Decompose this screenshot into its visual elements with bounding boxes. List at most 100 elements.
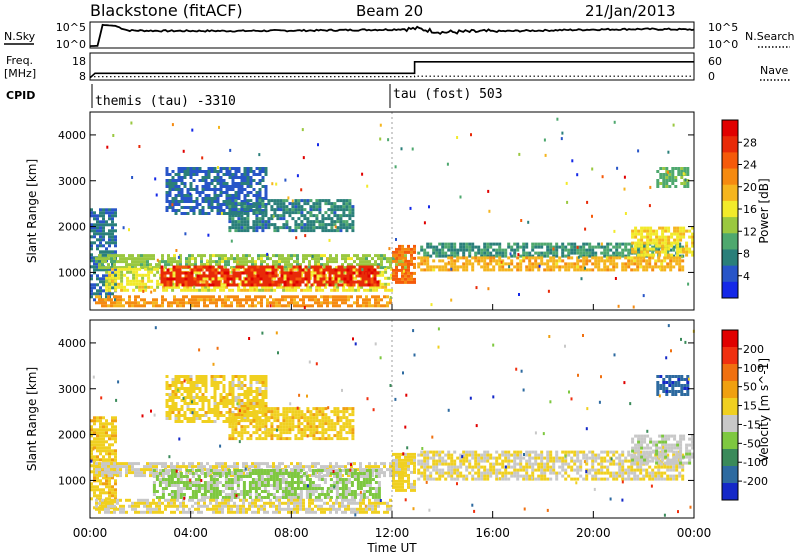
heatmap-cell: [170, 281, 173, 284]
heatmap-cell: [184, 200, 187, 203]
heatmap-cell: [351, 289, 354, 292]
heatmap-cell: [212, 272, 215, 275]
heatmap-cell: [279, 205, 282, 208]
heatmap-cell: [111, 214, 114, 217]
heatmap-cell: [407, 248, 410, 251]
heatmap-cell: [594, 256, 597, 259]
heatmap-cell: [261, 478, 264, 481]
heatmap-cell: [642, 259, 645, 262]
heatmap-cell: [96, 289, 99, 292]
heatmap-cell: [267, 490, 270, 493]
heatmap-cell: [222, 289, 225, 292]
heatmap-cell: [99, 223, 102, 226]
heatmap-cell: [99, 434, 102, 437]
heatmap-cell: [260, 254, 263, 257]
heatmap-cell: [348, 487, 351, 490]
heatmap-cell: [669, 268, 672, 271]
heatmap-cell: [213, 496, 216, 499]
heatmap-cell: [293, 301, 296, 304]
heatmap-cell: [404, 474, 407, 477]
heatmap-cell: [184, 212, 187, 215]
heatmap-cell: [407, 245, 410, 248]
heatmap-cell: [315, 289, 318, 292]
heatmap-cell: [202, 212, 205, 215]
heatmap-cell: [93, 286, 96, 289]
heatmap-cell: [291, 472, 294, 475]
heatmap-cell: [242, 272, 245, 275]
heatmap-cell: [119, 298, 122, 301]
heatmap-cell: [579, 252, 582, 255]
heatmap-cell: [187, 197, 190, 200]
heatmap-cell: [624, 246, 627, 249]
heatmap-cell: [263, 502, 266, 505]
heatmap-cell: [197, 295, 200, 298]
heatmap-cell: [462, 265, 465, 268]
heatmap-cell: [655, 230, 658, 233]
heatmap-cell: [365, 266, 368, 269]
heatmap-cell: [225, 487, 228, 490]
heatmap-cell: [180, 490, 183, 493]
heatmap-cell: [369, 493, 372, 496]
heatmap-cell: [543, 243, 546, 246]
heatmap-cell: [413, 272, 416, 275]
heatmap-cell: [320, 304, 323, 307]
heatmap-cell: [507, 262, 510, 265]
heatmap-cell: [111, 229, 114, 232]
heatmap-cell: [227, 275, 230, 278]
heatmap-cell: [564, 268, 567, 271]
heatmap-cell: [138, 268, 141, 271]
heatmap-cell: [257, 272, 260, 275]
heatmap-cell: [546, 259, 549, 262]
heatmap-cell: [333, 214, 336, 217]
heatmap-cell: [275, 284, 278, 287]
heatmap-cell: [594, 246, 597, 249]
heatmap-cell: [667, 230, 670, 233]
heatmap-cell: [371, 266, 374, 269]
heatmap-cell: [468, 262, 471, 265]
heatmap-cell: [169, 191, 172, 194]
heatmap-cell: [180, 481, 183, 484]
heatmap-cell: [413, 281, 416, 284]
heatmap-cell: [685, 242, 688, 245]
heatmap-cell: [278, 465, 281, 468]
heatmap-cell: [285, 208, 288, 211]
heatmap-cell: [236, 511, 239, 514]
heatmap-cell: [137, 304, 140, 307]
heatmap-cell: [210, 493, 213, 496]
heatmap-cell: [131, 462, 134, 465]
heatmap-cell: [137, 260, 140, 263]
heatmap-cell: [105, 232, 108, 235]
heatmap-cell: [520, 219, 522, 222]
heatmap-cell: [618, 246, 621, 249]
heatmap-cell: [527, 221, 529, 224]
cpid-segment-1: themis (tau) -3310: [95, 94, 236, 109]
heatmap-cell: [642, 268, 645, 271]
heatmap-cell: [165, 469, 168, 472]
heatmap-cell: [661, 233, 664, 236]
heatmap-cell: [395, 266, 398, 269]
heatmap-cell: [637, 245, 640, 248]
heatmap-cell: [240, 490, 243, 493]
heatmap-cell: [528, 259, 531, 262]
heatmap-cell: [303, 226, 306, 229]
heatmap-cell: [347, 266, 350, 269]
heatmap-cell: [631, 233, 634, 236]
heatmap-cell: [368, 301, 371, 304]
heatmap-cell: [646, 248, 649, 251]
heatmap-cell: [267, 226, 270, 229]
heatmap-cell: [671, 167, 674, 170]
heatmap-cell: [93, 232, 96, 235]
heatmap-cell: [179, 502, 182, 505]
heatmap-cell: [528, 256, 531, 259]
heatmap-cell: [297, 478, 300, 481]
heatmap-cell: [389, 468, 392, 471]
heatmap-cell: [483, 265, 486, 268]
heatmap-cell: [162, 289, 165, 292]
heatmap-cell: [380, 266, 383, 269]
heatmap-cell: [335, 254, 338, 257]
heatmap-cell: [209, 284, 212, 287]
heatmap-cell: [200, 505, 203, 508]
heatmap-cell: [429, 265, 432, 268]
heatmap-cell: [227, 304, 230, 307]
heatmap-cell: [248, 254, 251, 257]
